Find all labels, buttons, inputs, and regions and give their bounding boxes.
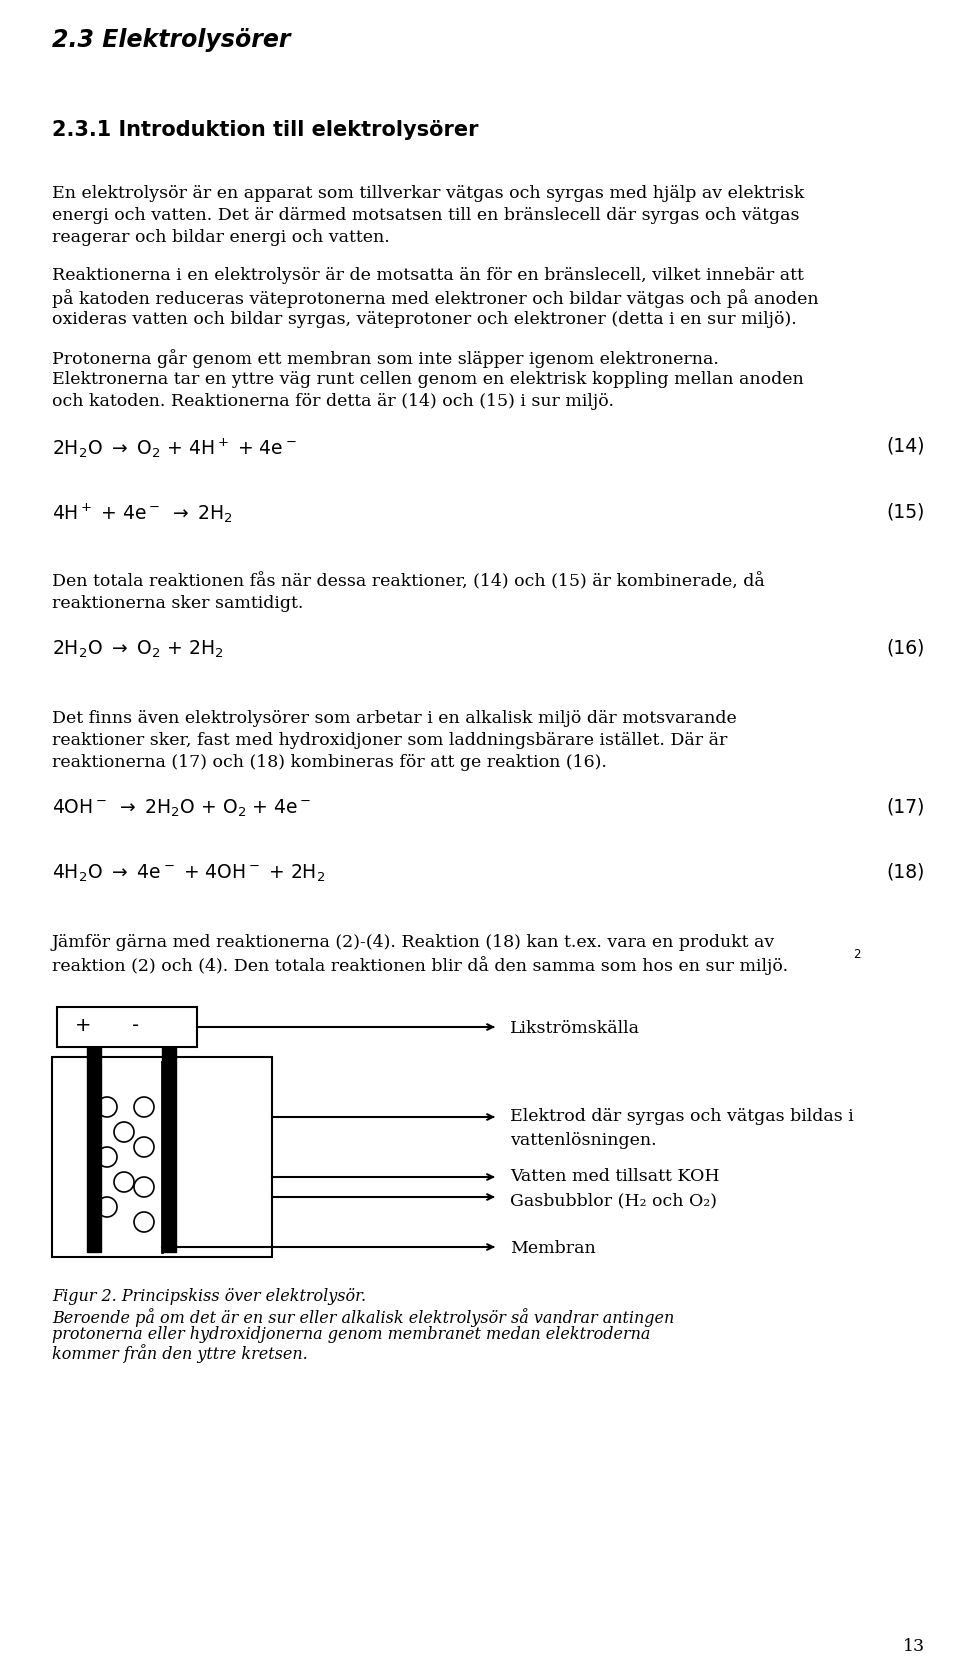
- Text: 2.3 Elektrolysörer: 2.3 Elektrolysörer: [52, 29, 291, 52]
- Text: 4H$^+$ + 4e$^-$ $\rightarrow$ 2H$_2$: 4H$^+$ + 4e$^-$ $\rightarrow$ 2H$_2$: [52, 502, 233, 526]
- Text: Reaktionerna i en elektrolysör är de motsatta än för en bränslecell, vilket inne: Reaktionerna i en elektrolysör är de mot…: [52, 267, 804, 284]
- Bar: [87, 1047, 101, 1252]
- Text: Den totala reaktionen fås när dessa reaktioner, (14) och (15) är kombinerade, då: Den totala reaktionen fås när dessa reak…: [52, 573, 765, 590]
- Text: protonerna eller hydroxidjonerna genom membranet medan elektroderna: protonerna eller hydroxidjonerna genom m…: [52, 1326, 650, 1342]
- Text: Likströmskälla: Likströmskälla: [510, 1020, 640, 1037]
- Text: (14): (14): [886, 437, 925, 455]
- Text: Membran: Membran: [510, 1240, 596, 1257]
- Text: 2: 2: [853, 948, 860, 961]
- Bar: [52, 1057, 272, 1257]
- Text: vattenlösningen.: vattenlösningen.: [510, 1131, 657, 1149]
- Text: 2H$_2$O $\rightarrow$ O$_2$ + 4H$^+$ + 4e$^-$: 2H$_2$O $\rightarrow$ O$_2$ + 4H$^+$ + 4…: [52, 437, 297, 460]
- Text: (16): (16): [887, 638, 925, 657]
- Text: -: -: [132, 1015, 139, 1035]
- Text: Gasbubblor (H₂ och O₂): Gasbubblor (H₂ och O₂): [510, 1191, 717, 1208]
- Text: 2H$_2$O $\rightarrow$ O$_2$ + 2H$_2$: 2H$_2$O $\rightarrow$ O$_2$ + 2H$_2$: [52, 638, 224, 660]
- Text: (17): (17): [887, 798, 925, 816]
- Text: Vatten med tillsatt KOH: Vatten med tillsatt KOH: [510, 1168, 720, 1184]
- Text: Figur 2. Principskiss över elektrolysör.: Figur 2. Principskiss över elektrolysör.: [52, 1287, 366, 1304]
- Bar: [162, 1047, 176, 1252]
- Text: En elektrolysör är en apparat som tillverkar vätgas och syrgas med hjälp av elek: En elektrolysör är en apparat som tillve…: [52, 185, 804, 202]
- Text: Det finns även elektrolysörer som arbetar i en alkalisk miljö där motsvarande: Det finns även elektrolysörer som arbeta…: [52, 709, 736, 726]
- Text: 2.3.1 Introduktion till elektrolysörer: 2.3.1 Introduktion till elektrolysörer: [52, 119, 478, 139]
- Text: reaktion (2) och (4). Den totala reaktionen blir då den samma som hos en sur mil: reaktion (2) och (4). Den totala reaktio…: [52, 956, 788, 974]
- Text: reaktionerna sker samtidigt.: reaktionerna sker samtidigt.: [52, 595, 303, 612]
- Text: och katoden. Reaktionerna för detta är (14) och (15) i sur miljö.: och katoden. Reaktionerna för detta är (…: [52, 393, 614, 410]
- Text: 13: 13: [902, 1636, 925, 1655]
- Text: kommer från den yttre kretsen.: kommer från den yttre kretsen.: [52, 1344, 308, 1362]
- Bar: [57, 1008, 197, 1047]
- Text: reagerar och bildar energi och vatten.: reagerar och bildar energi och vatten.: [52, 228, 390, 245]
- Text: oxideras vatten och bildar syrgas, väteprotoner och elektroner (detta i en sur m: oxideras vatten och bildar syrgas, vätep…: [52, 311, 797, 328]
- Text: Elektronerna tar en yttre väg runt cellen genom en elektrisk koppling mellan ano: Elektronerna tar en yttre väg runt celle…: [52, 371, 804, 388]
- Text: 4H$_2$O $\rightarrow$ 4e$^-$ + 4OH$^-$ + 2H$_2$: 4H$_2$O $\rightarrow$ 4e$^-$ + 4OH$^-$ +…: [52, 862, 325, 884]
- Text: (15): (15): [887, 502, 925, 521]
- Text: på katoden reduceras väteprotonerna med elektroner och bildar vätgas och på anod: på katoden reduceras väteprotonerna med …: [52, 289, 819, 307]
- Text: Jämför gärna med reaktionerna (2)-(4). Reaktion (18) kan t.ex. vara en produkt a: Jämför gärna med reaktionerna (2)-(4). R…: [52, 934, 776, 951]
- Text: 4OH$^-$ $\rightarrow$ 2H$_2$O + O$_2$ + 4e$^-$: 4OH$^-$ $\rightarrow$ 2H$_2$O + O$_2$ + …: [52, 798, 311, 818]
- Text: energi och vatten. Det är därmed motsatsen till en bränslecell där syrgas och vä: energi och vatten. Det är därmed motsats…: [52, 207, 800, 223]
- Text: Beroende på om det är en sur eller alkalisk elektrolysör så vandrar antingen: Beroende på om det är en sur eller alkal…: [52, 1307, 674, 1326]
- Text: Elektrod där syrgas och vätgas bildas i: Elektrod där syrgas och vätgas bildas i: [510, 1107, 853, 1124]
- Text: reaktioner sker, fast med hydroxidjoner som laddningsbärare istället. Där är: reaktioner sker, fast med hydroxidjoner …: [52, 731, 728, 749]
- Text: (18): (18): [887, 862, 925, 882]
- Text: Protonerna går genom ett membran som inte släpper igenom elektronerna.: Protonerna går genom ett membran som int…: [52, 349, 719, 368]
- Text: +: +: [75, 1015, 91, 1035]
- Text: reaktionerna (17) och (18) kombineras för att ge reaktion (16).: reaktionerna (17) och (18) kombineras fö…: [52, 754, 607, 771]
